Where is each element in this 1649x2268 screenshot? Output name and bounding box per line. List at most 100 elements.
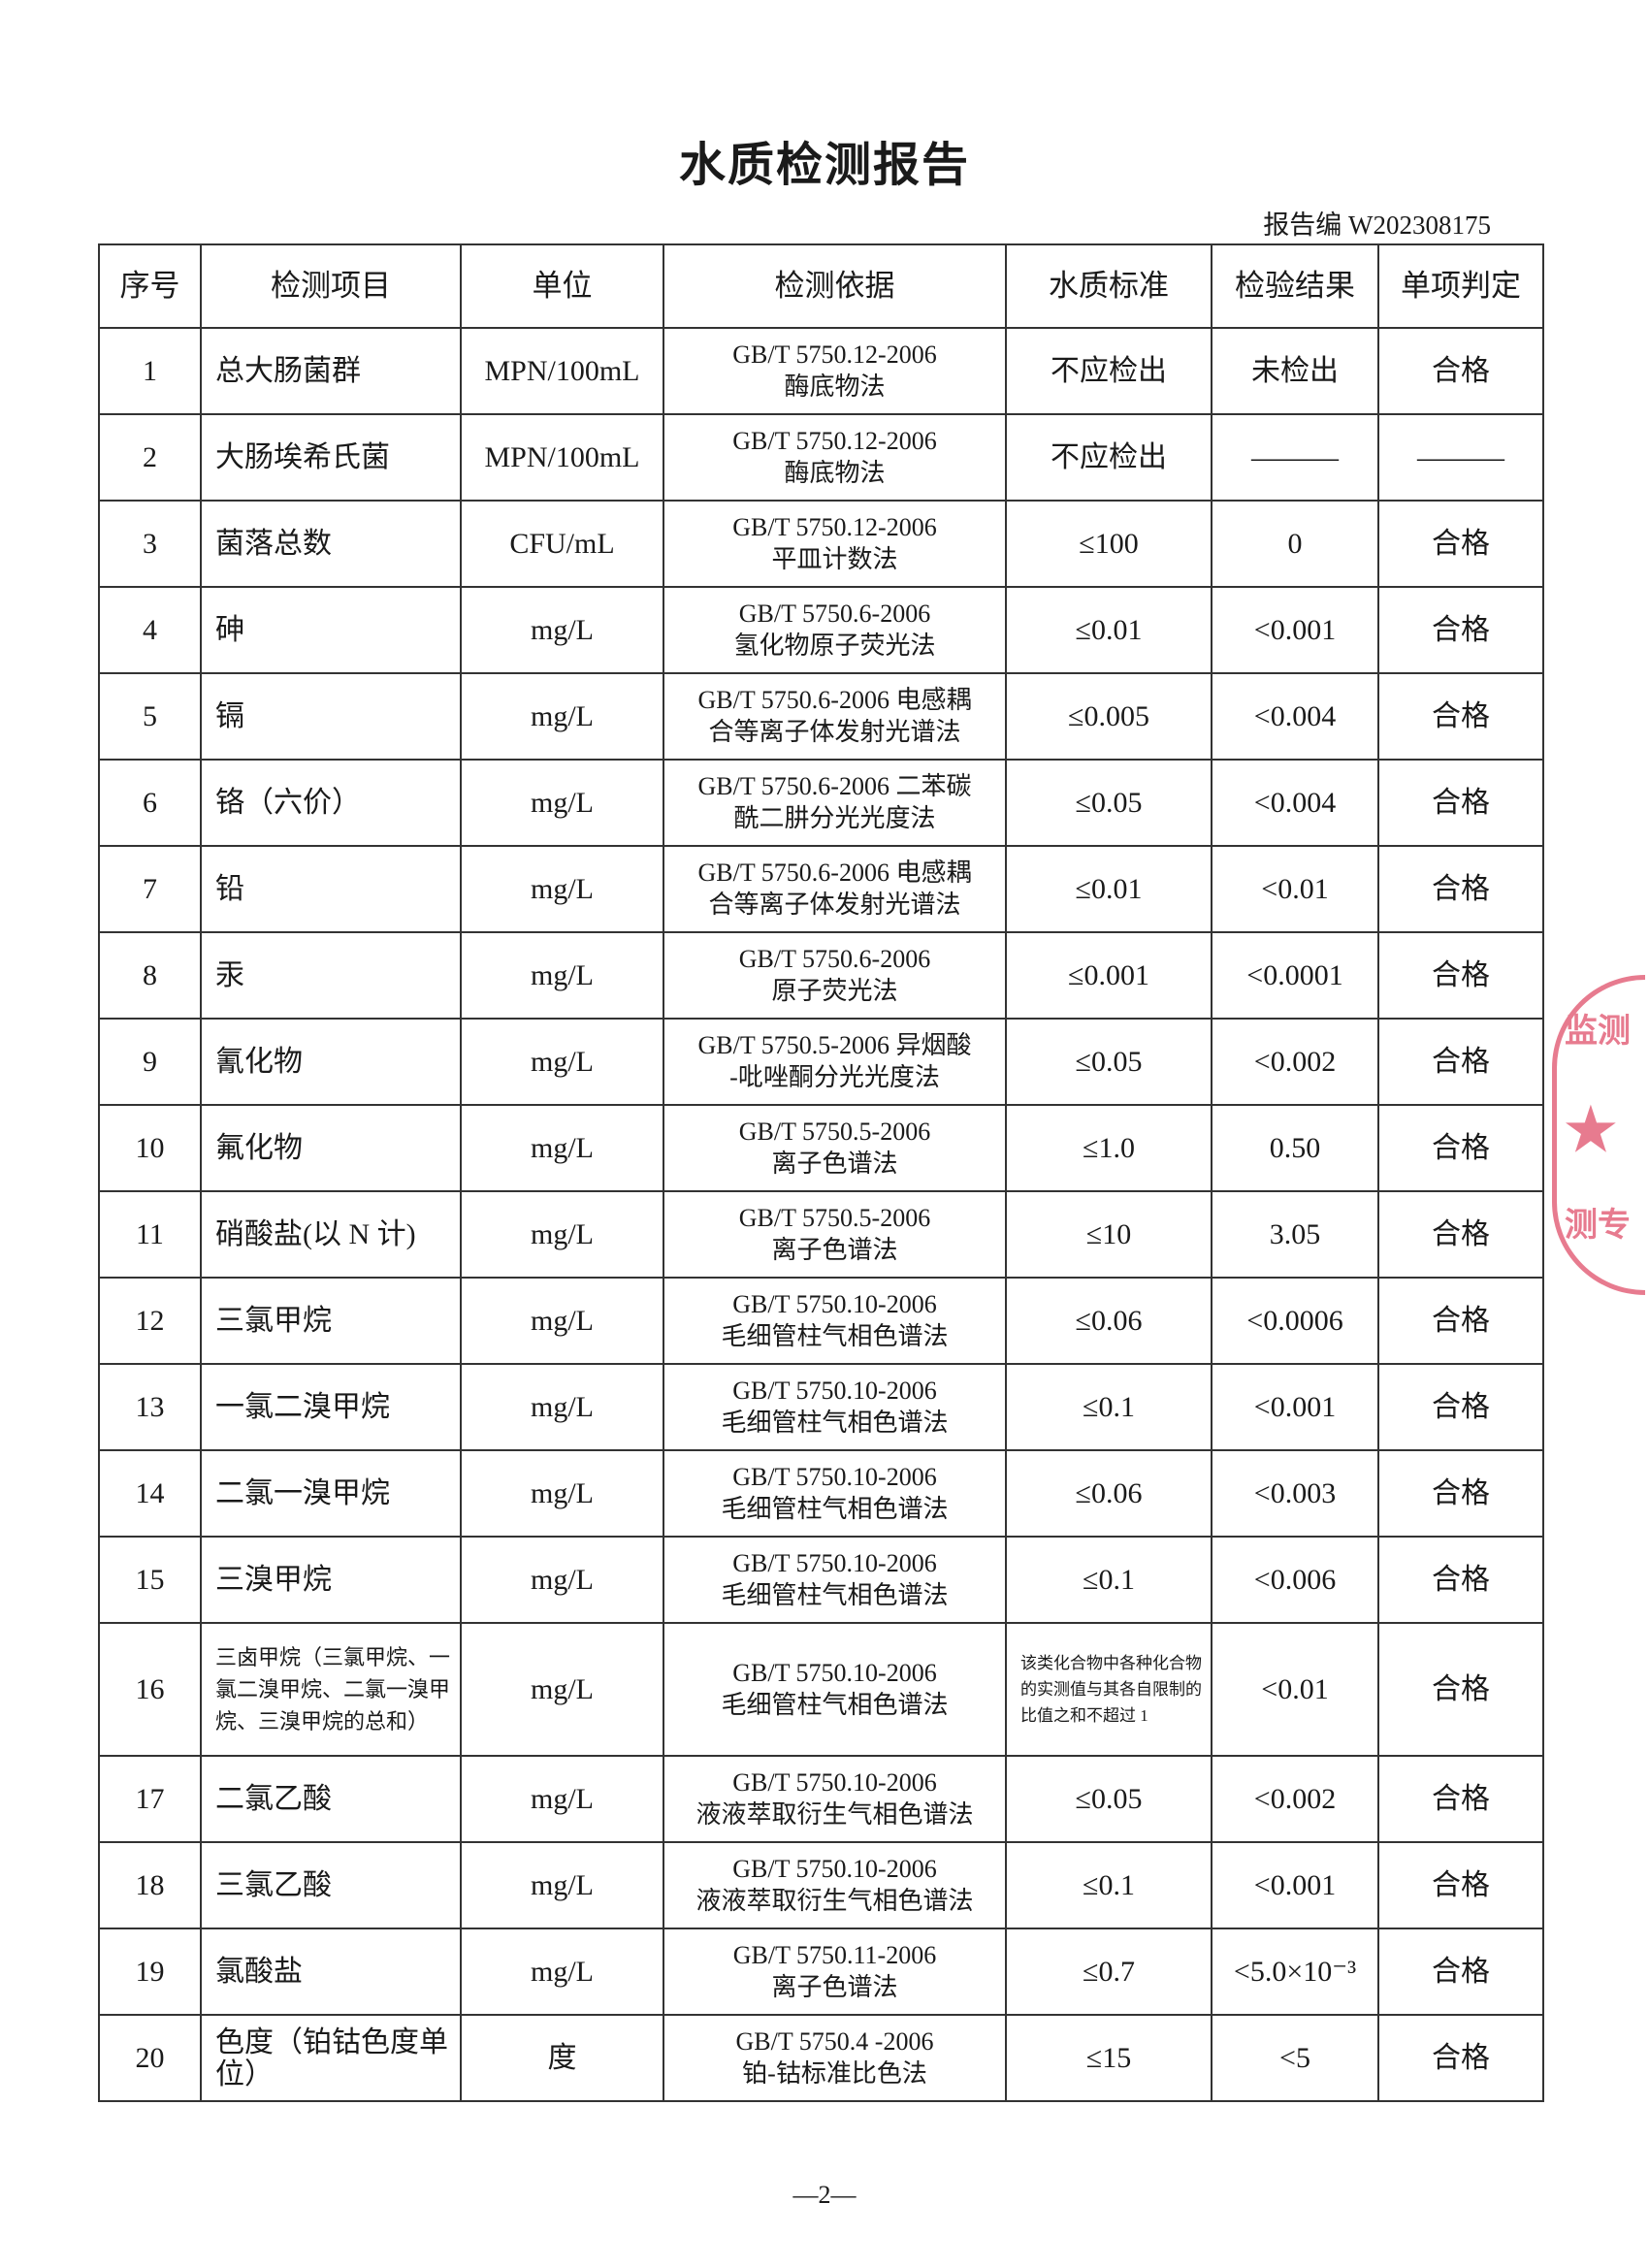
method-line: GB/T 5750.10-2006 (732, 1659, 937, 1687)
water-standard: ≤0.7 (1005, 1928, 1212, 2016)
judgement: 合格 (1377, 586, 1544, 674)
test-method: GB/T 5750.11-2006 离子色谱法 (663, 1928, 1007, 2016)
method-line: 毛细管柱气相色谱法 (721, 1580, 949, 1609)
test-method: GB/T 5750.6-2006 二苯碳 酰二肼分光光度法 (663, 759, 1007, 847)
unit: mg/L (460, 1277, 664, 1365)
judgement: 合格 (1377, 500, 1544, 588)
method-line: 合等离子体发射光谱法 (708, 890, 961, 919)
judgement: 合格 (1377, 1928, 1544, 2016)
method-line: GB/T 5750.6-2006 电感耦 (697, 686, 972, 714)
test-item: 三氯甲烷 (200, 1277, 462, 1365)
test-item: 铬（六价） (200, 759, 462, 847)
test-item: 三卤甲烷（三氯甲烷、一氯二溴甲烷、二氯一溴甲烷、三溴甲烷的总和） (200, 1622, 462, 1757)
water-standard: ≤0.06 (1005, 1277, 1212, 1365)
test-method: GB/T 5750.6-2006 原子荧光法 (663, 931, 1007, 1020)
test-result: <0.004 (1211, 672, 1379, 761)
unit: mg/L (460, 1622, 664, 1757)
test-item: 一氯二溴甲烷 (200, 1363, 462, 1451)
method-line: 毛细管柱气相色谱法 (721, 1690, 949, 1719)
method-line: GB/T 5750.12-2006 (732, 513, 937, 541)
row-number: 2 (98, 413, 202, 502)
judgement: 合格 (1377, 1841, 1544, 1929)
row-number: 6 (98, 759, 202, 847)
water-standard: ≤0.06 (1005, 1449, 1212, 1538)
method-line: GB/T 5750.5-2006 (738, 1118, 931, 1146)
table-row: 16 三卤甲烷（三氯甲烷、一氯二溴甲烷、二氯一溴甲烷、三溴甲烷的总和） mg/L GB… (98, 1622, 1544, 1757)
table-row: 11 硝酸盐(以 N 计) mg/L GB/T 5750.5-2006 离子色谱法 ≤10… (98, 1190, 1544, 1279)
row-number: 4 (98, 586, 202, 674)
row-number: 7 (98, 845, 202, 933)
test-method: GB/T 5750.12-2006 平皿计数法 (663, 500, 1007, 588)
judgement: 合格 (1377, 1104, 1544, 1192)
unit: MPN/100mL (460, 413, 664, 502)
unit: mg/L (460, 1018, 664, 1106)
test-item: 氟化物 (200, 1104, 462, 1192)
table-row: 4 砷 mg/L GB/T 5750.6-2006 氢化物原子荧光法 ≤0.01 <0.00… (98, 586, 1544, 674)
table-row: 13 一氯二溴甲烷 mg/L GB/T 5750.10-2006 毛细管柱气相色谱法 ≤0… (98, 1363, 1544, 1451)
judgement: 合格 (1377, 672, 1544, 761)
column-header: 单位 (460, 243, 664, 329)
unit: 度 (460, 2014, 664, 2102)
table-row: 19 氯酸盐 mg/L GB/T 5750.11-2006 离子色谱法 ≤0.7 <5.0×… (98, 1928, 1544, 2016)
report-number: 报告编 W202308175 (1263, 211, 1491, 240)
row-number: 19 (98, 1928, 202, 2016)
table-row: 14 二氯一溴甲烷 mg/L GB/T 5750.10-2006 毛细管柱气相色谱法 ≤0… (98, 1449, 1544, 1538)
water-standard: ≤0.05 (1005, 1018, 1212, 1106)
test-result: 未检出 (1211, 327, 1379, 415)
water-standard: ≤100 (1005, 500, 1212, 588)
method-line: -吡唑酮分光光度法 (729, 1062, 940, 1091)
judgement: 合格 (1377, 1755, 1544, 1843)
test-method: GB/T 5750.10-2006 毛细管柱气相色谱法 (663, 1277, 1007, 1365)
method-line: 铂-钴标准比色法 (742, 2058, 927, 2088)
test-result: 0 (1211, 500, 1379, 588)
test-result: <0.01 (1211, 1622, 1379, 1757)
test-method: GB/T 5750.6-2006 电感耦 合等离子体发射光谱法 (663, 845, 1007, 933)
test-item: 氯酸盐 (200, 1928, 462, 2016)
test-result: <0.003 (1211, 1449, 1379, 1538)
table-row: 15 三溴甲烷 mg/L GB/T 5750.10-2006 毛细管柱气相色谱法 ≤0.1… (98, 1536, 1544, 1624)
method-line: GB/T 5750.10-2006 (732, 1290, 937, 1318)
row-number: 17 (98, 1755, 202, 1843)
test-item: 菌落总数 (200, 500, 462, 588)
test-method: GB/T 5750.5-2006 离子色谱法 (663, 1190, 1007, 1279)
test-method: GB/T 5750.10-2006 毛细管柱气相色谱法 (663, 1363, 1007, 1451)
water-standard: ≤15 (1005, 2014, 1212, 2102)
table-row: 6 铬（六价） mg/L GB/T 5750.6-2006 二苯碳 酰二肼分光光度法 ≤0… (98, 759, 1544, 847)
test-method: GB/T 5750.10-2006 液液萃取衍生气相色谱法 (663, 1755, 1007, 1843)
row-number: 3 (98, 500, 202, 588)
column-header: 水质标准 (1005, 243, 1212, 329)
test-result: ——— (1211, 413, 1379, 502)
water-standard: ≤1.0 (1005, 1104, 1212, 1192)
test-item: 氰化物 (200, 1018, 462, 1106)
test-item: 汞 (200, 931, 462, 1020)
table-row: 9 氰化物 mg/L GB/T 5750.5-2006 异烟酸 -吡唑酮分光光度法 ≤0.… (98, 1018, 1544, 1106)
method-line: 离子色谱法 (771, 1235, 898, 1264)
judgement: 合格 (1377, 1363, 1544, 1451)
method-line: 原子荧光法 (771, 976, 898, 1005)
row-number: 12 (98, 1277, 202, 1365)
table-row: 8 汞 mg/L GB/T 5750.6-2006 原子荧光法 ≤0.001 <0.0001… (98, 931, 1544, 1020)
table-row: 12 三氯甲烷 mg/L GB/T 5750.10-2006 毛细管柱气相色谱法 ≤0.0… (98, 1277, 1544, 1365)
table-row: 5 镉 mg/L GB/T 5750.6-2006 电感耦 合等离子体发射光谱法 ≤0.0… (98, 672, 1544, 761)
unit: MPN/100mL (460, 327, 664, 415)
method-line: GB/T 5750.10-2006 (732, 1463, 937, 1491)
test-item: 二氯乙酸 (200, 1755, 462, 1843)
test-method: GB/T 5750.10-2006 液液萃取衍生气相色谱法 (663, 1841, 1007, 1929)
method-line: GB/T 5750.4 -2006 (735, 2027, 934, 2056)
unit: mg/L (460, 1104, 664, 1192)
test-item: 铅 (200, 845, 462, 933)
table-header-row: 序号 检测项目 单位 检测依据 水质标准 检验结果 单项判定 (98, 243, 1544, 329)
method-line: GB/T 5750.6-2006 (738, 945, 931, 973)
test-result: <5 (1211, 2014, 1379, 2102)
row-number: 1 (98, 327, 202, 415)
test-item: 总大肠菌群 (200, 327, 462, 415)
unit: mg/L (460, 586, 664, 674)
method-line: GB/T 5750.6-2006 二苯碳 (697, 772, 972, 800)
unit: mg/L (460, 1841, 664, 1929)
test-result: <0.002 (1211, 1018, 1379, 1106)
method-line: 酰二肼分光光度法 (733, 803, 936, 832)
method-line: 液液萃取衍生气相色谱法 (695, 1886, 974, 1915)
test-result: <0.0006 (1211, 1277, 1379, 1365)
test-method: GB/T 5750.12-2006 酶底物法 (663, 413, 1007, 502)
judgement: 合格 (1377, 1622, 1544, 1757)
